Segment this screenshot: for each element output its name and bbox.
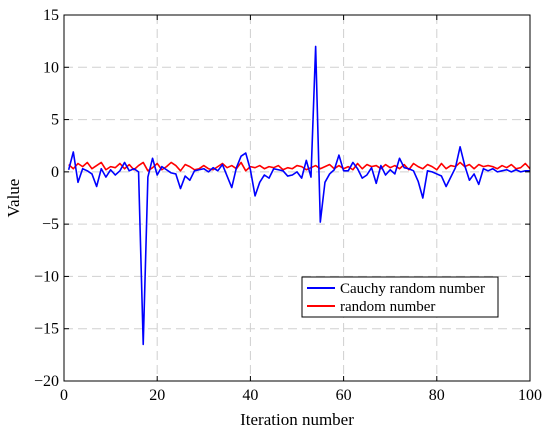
y-axis-label: Value bbox=[4, 179, 23, 218]
y-tick-label: 10 bbox=[43, 59, 59, 76]
legend: Cauchy random number random number bbox=[301, 276, 499, 318]
x-tick-label: 80 bbox=[429, 387, 445, 404]
grid bbox=[64, 15, 530, 381]
y-tick-label: 5 bbox=[51, 112, 59, 129]
series-line-random bbox=[68, 161, 531, 172]
y-tick-label: 15 bbox=[43, 7, 59, 24]
x-tick-label: 0 bbox=[60, 387, 68, 404]
y-tick-label: −5 bbox=[42, 216, 59, 233]
x-tick-label: 20 bbox=[149, 387, 165, 404]
y-tick-label: −20 bbox=[34, 373, 59, 390]
legend-label-random: random number bbox=[340, 299, 435, 315]
y-tick-label: 0 bbox=[51, 164, 59, 181]
plot-frame bbox=[63, 14, 531, 382]
y-tick-label: −15 bbox=[34, 321, 59, 338]
x-tick-label: 40 bbox=[242, 387, 258, 404]
legend-label-cauchy: Cauchy random number bbox=[340, 281, 485, 297]
series-layer bbox=[67, 45, 531, 346]
series-line-cauchy bbox=[67, 45, 530, 346]
legend-box bbox=[301, 276, 499, 318]
x-tick-label: 100 bbox=[518, 387, 542, 404]
x-tick-label: 60 bbox=[336, 387, 352, 404]
x-axis-label: Iteration number bbox=[240, 410, 354, 429]
tick-labels: 0 20 40 60 80 100 −20 −15 −10 −5 0 5 10 15 bbox=[34, 7, 542, 404]
y-tick-label: −10 bbox=[34, 268, 59, 285]
ticks bbox=[63, 14, 531, 382]
